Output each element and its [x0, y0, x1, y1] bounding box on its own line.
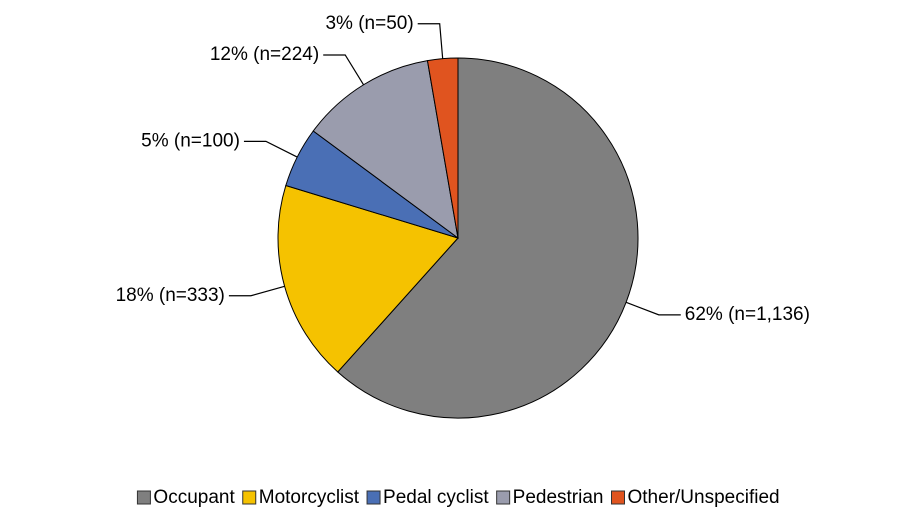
- data-label: 12% (n=224): [210, 44, 319, 65]
- data-label: 3% (n=50): [325, 13, 413, 34]
- legend-swatch: [496, 490, 511, 505]
- data-label: 18% (n=333): [116, 285, 225, 306]
- data-label: 5% (n=100): [141, 130, 240, 151]
- legend-swatch: [136, 490, 151, 505]
- data-label: 62% (n=1,136): [685, 304, 810, 325]
- legend-label: Other/Unspecified: [628, 487, 780, 508]
- leader-line: [228, 285, 285, 297]
- legend-swatch: [366, 490, 381, 505]
- pie-slice: [337, 57, 639, 419]
- pie-slice: [277, 184, 459, 373]
- leader-line: [417, 23, 444, 59]
- leader-line: [243, 140, 298, 158]
- pie-slice: [312, 60, 459, 240]
- legend-label: Pedal cyclist: [383, 487, 489, 508]
- legend-label: Pedestrian: [513, 487, 604, 508]
- leader-line: [625, 301, 681, 316]
- legend-label: Occupant: [153, 487, 235, 508]
- legend-swatch: [242, 490, 257, 505]
- legend-swatch: [611, 490, 625, 505]
- leader-line: [323, 54, 365, 86]
- legend-label: Motorcyclist: [259, 487, 360, 508]
